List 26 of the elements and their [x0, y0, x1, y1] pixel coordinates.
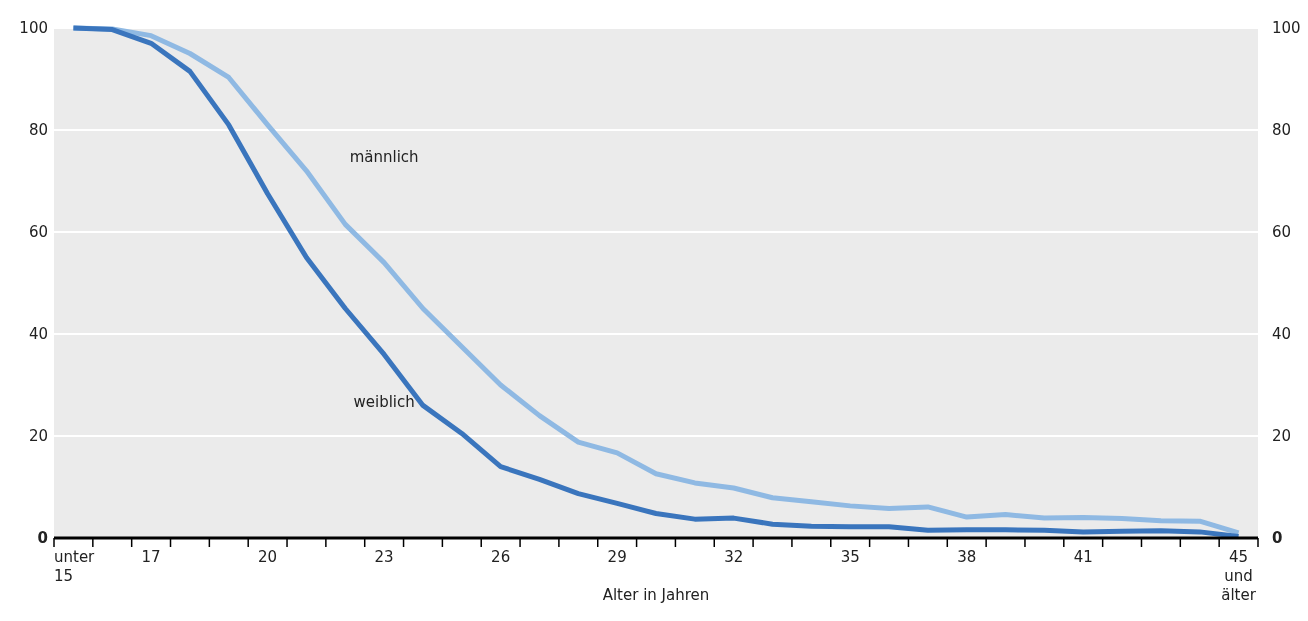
y2-tick-label: 40: [1272, 324, 1292, 343]
y-tick-label: 0: [37, 528, 48, 547]
y-tick-label: 40: [28, 324, 48, 343]
x-axis-title: Alter in Jahren: [602, 586, 710, 604]
series-label: weiblich: [353, 392, 415, 411]
y2-tick-label: 60: [1272, 222, 1292, 241]
x-tick-label: 29: [607, 548, 627, 566]
x-tick-label: 23: [374, 548, 394, 566]
y2-tick-label: 20: [1272, 426, 1292, 445]
text: männlich: [349, 148, 419, 167]
y-tick-label: 80: [28, 120, 48, 139]
x-tick-label: 32: [724, 548, 744, 566]
x-tick-label: 26: [491, 548, 511, 566]
x-tick-label: 41: [1073, 548, 1093, 566]
y-tick-label: 60: [28, 222, 48, 241]
y2-tick-label: 80: [1272, 120, 1292, 139]
y2-tick-label: 100: [1272, 18, 1301, 37]
x-tick-label: 20: [258, 548, 278, 566]
y-tick-label: 100: [19, 18, 48, 37]
x-tick-label: 45 und älter: [1221, 548, 1257, 604]
x-tick-label: 38: [957, 548, 977, 566]
x-tick-label: 17: [141, 548, 161, 566]
x-tick-label: unter 15: [54, 548, 96, 585]
y2-tick-label: 0: [1272, 528, 1283, 547]
y-tick-label: 20: [28, 426, 48, 445]
x-tick-label: 35: [840, 548, 860, 566]
